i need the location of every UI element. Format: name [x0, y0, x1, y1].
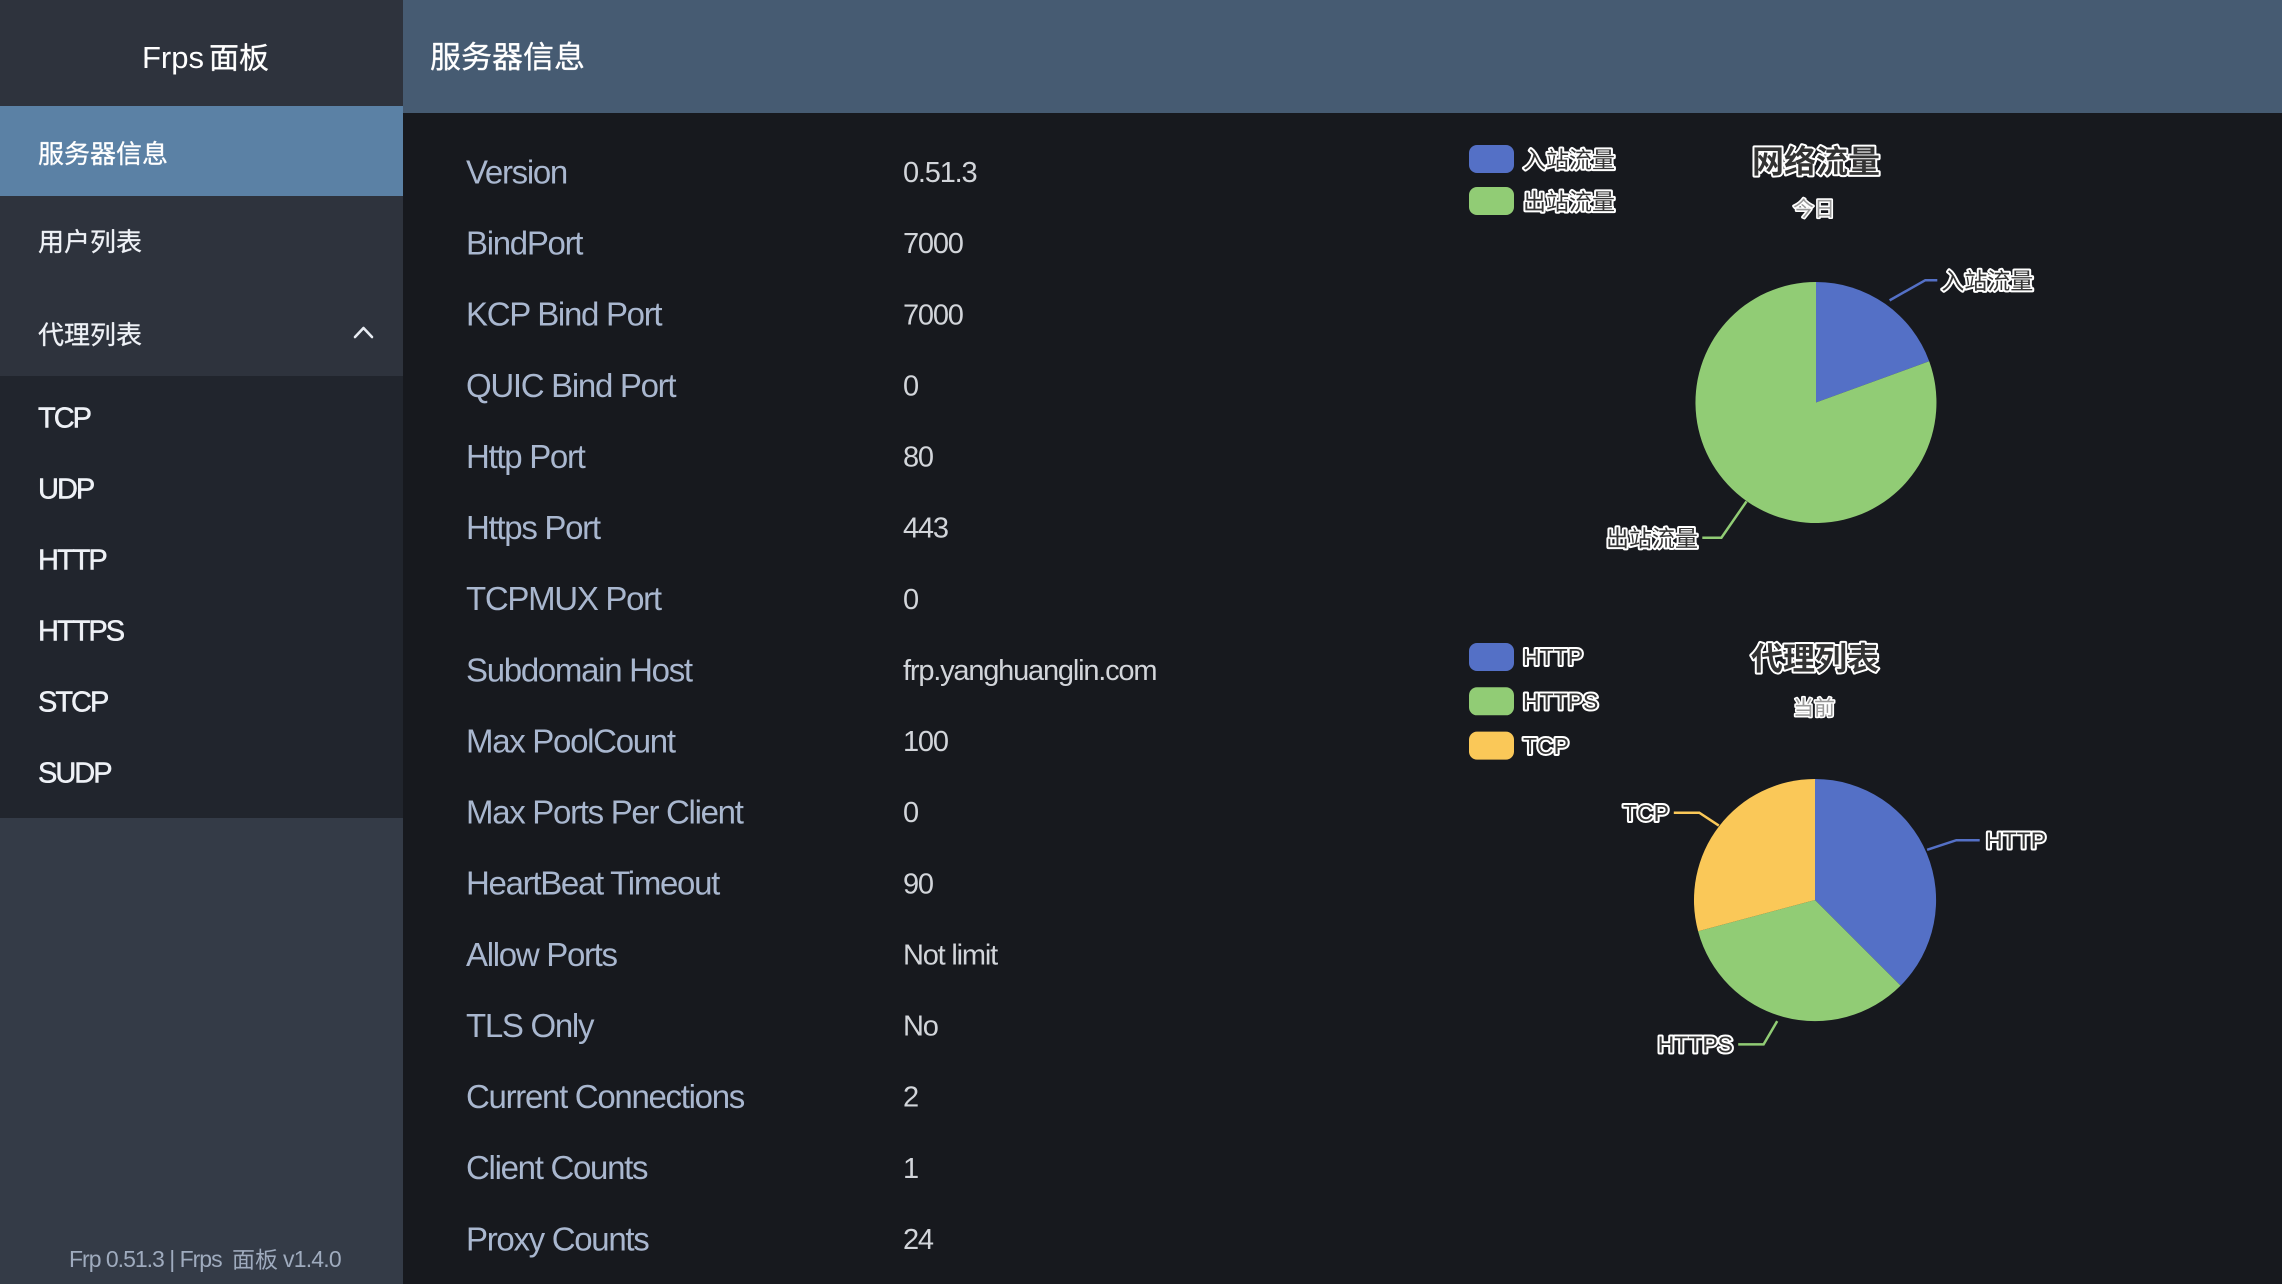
- svg-text:TCP: TCP: [1623, 800, 1669, 826]
- svg-text:v1.4.0: v1.4.0: [283, 1246, 341, 1272]
- svg-text:Max Ports Per Client: Max Ports Per Client: [466, 794, 744, 831]
- svg-text:TCP: TCP: [38, 402, 91, 434]
- svg-text:SUDP: SUDP: [38, 757, 111, 789]
- svg-text:Proxy Counts: Proxy Counts: [466, 1220, 649, 1257]
- svg-text:2: 2: [903, 1082, 918, 1114]
- svg-text:Http Port: Http Port: [466, 438, 586, 475]
- svg-text:Subdomain Host: Subdomain Host: [466, 651, 693, 688]
- svg-text:HTTP: HTTP: [1523, 644, 1583, 670]
- svg-text:Frp 0.51.3 | Frps: Frp 0.51.3 | Frps: [69, 1246, 222, 1272]
- svg-text:Client Counts: Client Counts: [466, 1149, 648, 1186]
- svg-text:Not limit: Not limit: [903, 939, 998, 971]
- svg-text:90: 90: [903, 868, 933, 900]
- svg-text:24: 24: [903, 1224, 934, 1256]
- svg-text:BindPort: BindPort: [466, 225, 583, 262]
- svg-text:Https Port: Https Port: [466, 509, 601, 546]
- svg-text:0: 0: [903, 584, 918, 616]
- svg-text:TLS Only: TLS Only: [466, 1007, 595, 1044]
- svg-text:QUIC Bind Port: QUIC Bind Port: [466, 367, 676, 404]
- svg-text:0: 0: [903, 370, 918, 402]
- svg-text:Allow Ports: Allow Ports: [466, 936, 618, 973]
- svg-text:Current Connections: Current Connections: [466, 1078, 745, 1115]
- svg-text:80: 80: [903, 442, 933, 474]
- svg-text:STCP: STCP: [38, 686, 108, 718]
- svg-text:frp.yanghuanglin.com: frp.yanghuanglin.com: [903, 655, 1156, 687]
- svg-text:No: No: [903, 1011, 938, 1043]
- svg-text:Version: Version: [466, 153, 567, 190]
- svg-text:7000: 7000: [903, 299, 963, 331]
- svg-text:HTTPS: HTTPS: [38, 615, 125, 647]
- svg-text:HeartBeat Timeout: HeartBeat Timeout: [466, 865, 720, 902]
- svg-text:0.51.3: 0.51.3: [903, 157, 976, 189]
- svg-text:HTTPS: HTTPS: [1658, 1032, 1733, 1058]
- svg-text:TCP: TCP: [1523, 733, 1569, 759]
- svg-text:HTTPS: HTTPS: [1523, 689, 1598, 715]
- svg-text:HTTP: HTTP: [1986, 827, 2046, 853]
- svg-text:1: 1: [903, 1153, 918, 1185]
- svg-text:443: 443: [903, 513, 948, 545]
- svg-text:KCP Bind Port: KCP Bind Port: [466, 296, 662, 333]
- svg-text:Frps: Frps: [142, 40, 204, 75]
- svg-text:0: 0: [903, 797, 918, 829]
- svg-text:100: 100: [903, 726, 948, 758]
- svg-text:7000: 7000: [903, 228, 963, 260]
- svg-text:UDP: UDP: [38, 473, 94, 505]
- svg-text:HTTP: HTTP: [38, 544, 106, 576]
- svg-text:TCPMUX Port: TCPMUX Port: [466, 580, 662, 617]
- svg-text:Max PoolCount: Max PoolCount: [466, 723, 676, 760]
